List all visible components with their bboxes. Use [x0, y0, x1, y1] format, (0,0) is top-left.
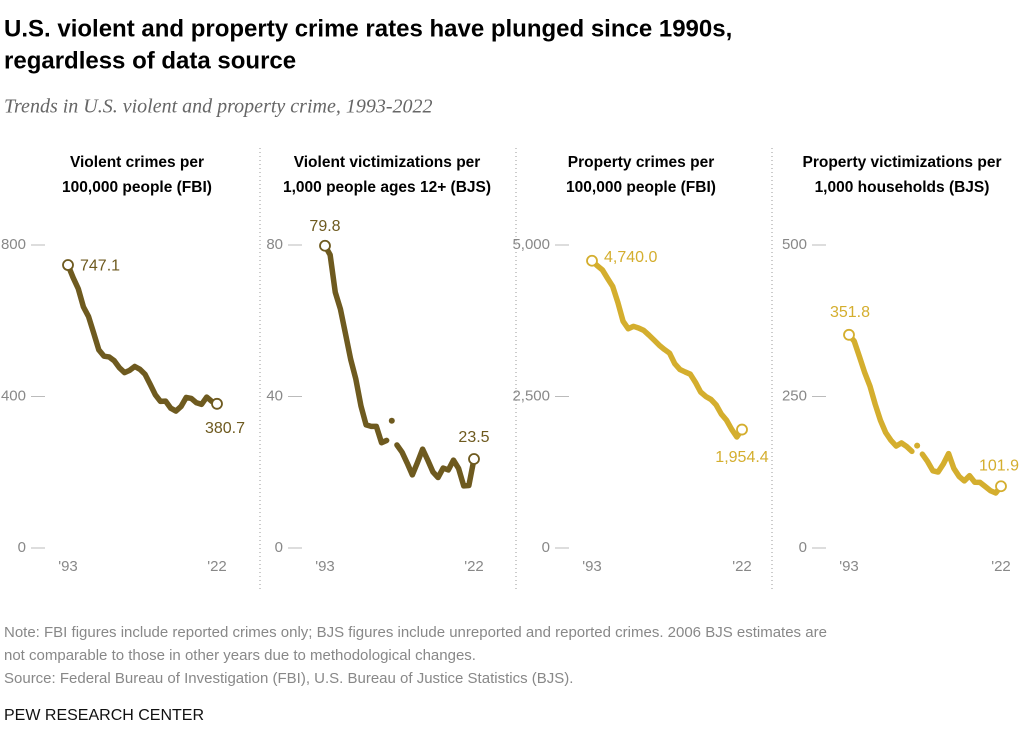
y-tick-label: 5,000	[512, 236, 550, 253]
line	[65, 262, 220, 414]
point	[914, 442, 921, 449]
panel-title: Violent crimes per	[70, 154, 204, 171]
value-label: 351.8	[830, 304, 870, 321]
end-point	[995, 480, 1007, 493]
x-tick-label: '22	[464, 558, 484, 575]
title: regardless of data source	[4, 47, 296, 74]
y-tick-label: 800	[1, 236, 26, 253]
subtitle: Trends in U.S. violent and property crim…	[4, 96, 432, 118]
title: U.S. violent and property crime rates ha…	[4, 15, 732, 42]
y-tick-label: 250	[782, 387, 807, 404]
line	[589, 258, 745, 440]
value-label: 4,740.0	[604, 249, 657, 266]
end-point	[319, 239, 331, 252]
y-tick-label: 40	[266, 387, 283, 404]
end-point	[736, 423, 748, 436]
line	[919, 450, 1004, 496]
note: Note: FBI figures include reported crime…	[4, 624, 827, 641]
source: Source: Federal Bureau of Investigation …	[4, 670, 573, 687]
value-label: 23.5	[458, 429, 489, 446]
line	[846, 332, 915, 455]
y-tick-label: 2,500	[512, 387, 550, 404]
value-label: 380.7	[205, 420, 245, 437]
panel-title: 100,000 people (FBI)	[62, 179, 212, 196]
line	[322, 243, 390, 446]
panel-title: 1,000 people ages 12+ (BJS)	[283, 179, 491, 196]
panel-title: 100,000 people (FBI)	[566, 179, 716, 196]
value-label: 101.9	[979, 457, 1019, 474]
x-tick-label: '93	[839, 558, 859, 575]
x-tick-label: '93	[58, 558, 78, 575]
value-label: 747.1	[80, 257, 120, 274]
y-tick-label: 0	[275, 539, 283, 556]
y-tick-label: 0	[18, 539, 26, 556]
x-tick-label: '22	[207, 558, 227, 575]
x-tick-label: '22	[732, 558, 752, 575]
end-point	[586, 254, 598, 267]
end-point	[468, 453, 480, 465]
y-tick-label: 80	[266, 236, 283, 253]
point	[388, 417, 395, 424]
y-tick-label: 0	[799, 539, 807, 556]
value-label: 79.8	[309, 218, 340, 235]
panel-title: Property crimes per	[568, 154, 714, 171]
x-tick-label: '93	[315, 558, 335, 575]
x-tick-label: '93	[582, 558, 602, 575]
note: not comparable to those in other years d…	[4, 647, 476, 664]
brand: PEW RESEARCH CENTER	[4, 707, 204, 724]
end-point	[211, 397, 223, 410]
end-point	[62, 259, 74, 271]
y-tick-label: 400	[1, 387, 26, 404]
end-point	[843, 328, 855, 341]
value-label: 1,954.4	[715, 449, 768, 466]
y-tick-label: 0	[542, 539, 550, 556]
panel-title: Violent victimizations per	[294, 154, 481, 171]
y-tick-label: 500	[782, 236, 807, 253]
x-tick-label: '22	[991, 558, 1011, 575]
panel-title: Property victimizations per	[803, 154, 1002, 171]
panel-title: 1,000 households (BJS)	[815, 179, 990, 196]
line	[394, 442, 477, 489]
